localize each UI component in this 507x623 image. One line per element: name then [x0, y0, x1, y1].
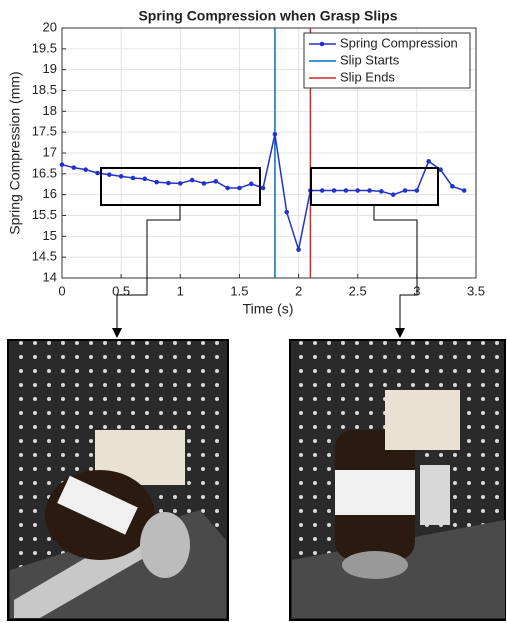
y-tick-label: 18: [43, 103, 57, 118]
y-tick-label: 15: [43, 228, 57, 243]
axes-frame: [61, 27, 477, 279]
data-point: [438, 167, 443, 172]
y-tick-label: 19.5: [32, 40, 57, 55]
data-point: [189, 177, 195, 183]
data-point: [83, 167, 88, 172]
x-tick-label: 1: [177, 283, 184, 298]
data-point: [107, 172, 112, 177]
y-tick-label: 18.5: [32, 82, 57, 97]
data-point: [95, 170, 100, 176]
data-point: [355, 188, 361, 193]
data-point: [130, 175, 136, 181]
x-tick-label: 1.5: [230, 283, 248, 298]
data-point: [450, 184, 455, 189]
arrowheads: [112, 328, 405, 338]
x-tick-label: 0: [58, 283, 65, 298]
y-tick-label: 14.5: [32, 249, 57, 264]
data-point: [71, 165, 77, 170]
y-tick-label: 17.5: [32, 124, 57, 139]
data-point: [426, 159, 431, 164]
data-point: [414, 188, 420, 193]
data-point: [284, 209, 290, 215]
data-point: [296, 247, 301, 252]
data-point: [379, 189, 384, 194]
chart-title: Spring Compression when Grasp Slips: [138, 8, 397, 24]
data-point: [248, 181, 254, 187]
data-point: [272, 131, 278, 137]
y-tick-label: 20: [43, 19, 57, 34]
data-point: [166, 180, 171, 186]
data-point: [237, 185, 242, 191]
data-point: [225, 185, 230, 191]
data-point: [402, 188, 408, 193]
legend-label: Slip Ends: [340, 69, 395, 84]
x-tick-label: 2: [295, 283, 302, 298]
photo-left: [7, 339, 229, 621]
plot-area: 14 14.5 15 15.5 16 16.5 17 17.5 18 18.5 19 19.5 20 0 0…: [32, 19, 485, 298]
x-tick-label: 2.5: [349, 283, 367, 298]
data-point: [154, 179, 159, 185]
y-tick-label: 17: [43, 144, 57, 159]
data-point: [461, 188, 467, 193]
photo-right: [289, 339, 506, 621]
y-axis-label: Spring Compression (mm): [7, 71, 23, 234]
y-tick-label: 15.5: [32, 207, 57, 222]
data-point: [260, 185, 266, 191]
data-point: [367, 188, 372, 193]
y-tick-label: 16: [43, 186, 57, 201]
data-point: [343, 188, 349, 193]
legend-label: Slip Starts: [340, 52, 400, 67]
callouts: [100, 167, 439, 330]
legend-marker: [319, 41, 325, 47]
y-tick-label: 16.5: [32, 165, 57, 180]
data-point: [59, 162, 65, 167]
x-tick-label: 3.5: [467, 283, 485, 298]
data-point: [201, 181, 207, 186]
legend-label: Spring Compression: [340, 35, 458, 50]
x-axis-label: Time (s): [243, 301, 294, 317]
data-point: [142, 176, 148, 182]
y-tick-label: 14: [43, 269, 57, 284]
data-point: [319, 188, 325, 193]
data-point: [177, 181, 183, 186]
x-tick-label: 0.5: [112, 283, 130, 298]
data-point: [331, 188, 337, 193]
y-tick-label: 19: [43, 61, 57, 76]
data-point: [213, 179, 219, 184]
data-point: [118, 174, 124, 179]
data-point: [390, 192, 396, 197]
